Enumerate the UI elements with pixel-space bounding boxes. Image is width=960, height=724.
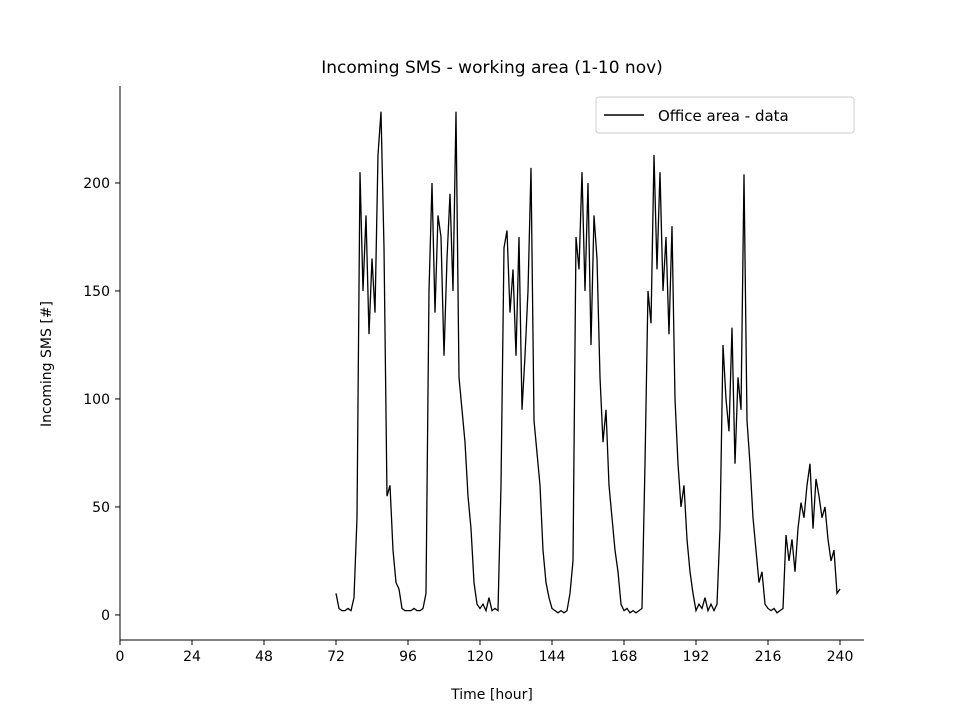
x-tick-label: 96 — [399, 649, 417, 665]
y-tick-label: 50 — [92, 500, 110, 516]
x-tick-label: 120 — [467, 649, 494, 665]
chart-title: Incoming SMS - working area (1-10 nov) — [321, 58, 663, 78]
y-tick-label: 0 — [101, 608, 110, 624]
x-tick-label: 0 — [116, 649, 125, 665]
x-tick-label: 192 — [683, 649, 710, 665]
x-tick-label: 168 — [611, 649, 638, 665]
x-tick-label: 24 — [183, 649, 201, 665]
x-tick-label: 240 — [827, 649, 854, 665]
x-tick-label: 48 — [255, 649, 273, 665]
x-axis-label: Time [hour] — [450, 687, 533, 703]
y-tick-label: 100 — [83, 392, 110, 408]
y-tick-label: 150 — [83, 284, 110, 300]
legend-box — [595, 96, 855, 134]
x-tick-label: 216 — [755, 649, 782, 665]
x-tick-label: 72 — [327, 649, 345, 665]
y-tick-label: 200 — [83, 176, 110, 192]
legend-label: Office area - data — [658, 107, 789, 125]
y-axis-label: Incoming SMS [#] — [39, 301, 55, 427]
data-line — [335, 111, 841, 614]
x-tick-label: 144 — [539, 649, 566, 665]
